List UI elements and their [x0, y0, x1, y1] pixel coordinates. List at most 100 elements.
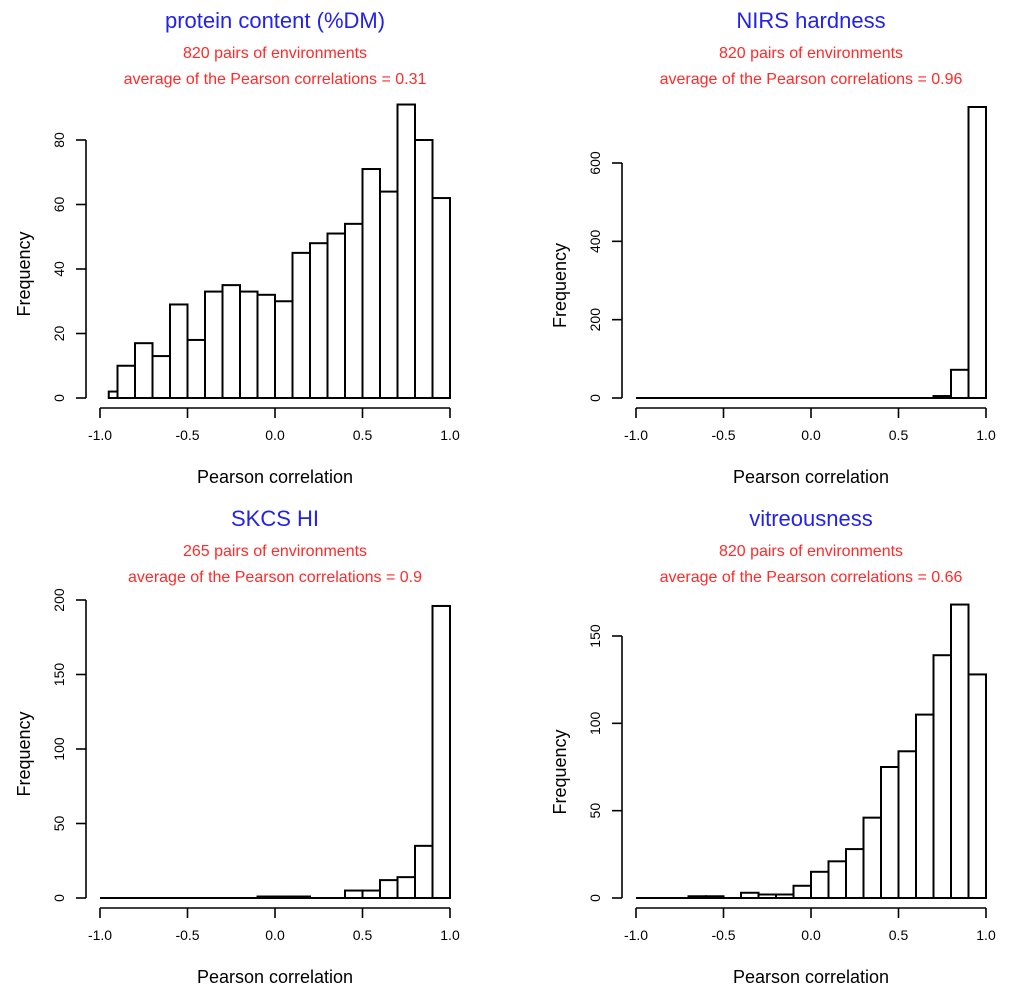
y-tick-label: 200 [51, 588, 67, 612]
x-tick-label: 0.5 [353, 927, 373, 943]
y-tick-label: 0 [51, 894, 67, 902]
histogram-panel: protein content (%DM) 820 pairs of enviro… [14, 8, 460, 487]
chart-subtitle: 820 pairs of environments [183, 45, 367, 62]
x-axis-label: Pearson correlation [733, 467, 889, 487]
y-tick-label: 100 [51, 737, 67, 761]
histogram-panel: SKCS HI 265 pairs of environments average … [14, 506, 460, 987]
histogram-bar [256, 293, 276, 399]
x-axis-label: Pearson correlation [733, 967, 889, 987]
histogram-bar [361, 168, 381, 399]
histogram-bar [414, 844, 434, 899]
histogram-bar [862, 816, 882, 899]
histogram-bar [950, 603, 970, 899]
histogram-bar [134, 342, 154, 399]
histogram-bar [932, 654, 952, 899]
x-tick-label: 0.5 [889, 927, 909, 943]
histogram-bar [361, 889, 381, 899]
y-tick-label: 150 [587, 624, 603, 648]
histogram-panel: vitreousness 820 pairs of environments ave… [550, 506, 996, 987]
chart-subtitle: 820 pairs of environments [719, 543, 903, 560]
histogram-bar [169, 303, 189, 400]
histogram-bar [186, 338, 206, 400]
chart-subtitle: 265 pairs of environments [183, 543, 367, 560]
histogram-bar [309, 242, 329, 399]
histogram-bar [967, 673, 987, 900]
x-tick-label: 0.0 [801, 427, 821, 443]
y-tick-label: 400 [587, 229, 603, 253]
histogram-bar [291, 251, 311, 399]
y-tick-label: 200 [587, 308, 603, 332]
x-tick-label: -1.0 [624, 427, 648, 443]
x-tick-label: -0.5 [711, 927, 735, 943]
chart-subtitle: average of the Pearson correlations = 0.… [660, 71, 963, 88]
histogram-bar [414, 139, 434, 399]
x-tick-label: 0.0 [265, 927, 285, 943]
x-tick-label: 1.0 [976, 427, 996, 443]
histogram-bar [932, 395, 952, 399]
y-tick-label: 150 [51, 663, 67, 687]
histogram-bar [757, 893, 777, 899]
y-tick-label: 100 [587, 711, 603, 735]
chart-subtitle: average of the Pearson correlations = 0.… [128, 569, 422, 586]
histogram-bar [221, 284, 241, 399]
x-axis-label: Pearson correlation [197, 967, 353, 987]
chart-title: protein content (%DM) [165, 8, 385, 33]
histogram-bar [204, 290, 224, 400]
x-tick-label: -1.0 [624, 927, 648, 943]
histogram-bar [915, 713, 935, 899]
histogram-bar [950, 368, 970, 399]
histogram-bar [880, 766, 900, 899]
histogram-bar [967, 105, 987, 399]
y-axis-label: Frequency [550, 243, 570, 328]
histogram-bar [740, 891, 760, 900]
y-tick-label: 50 [587, 803, 603, 819]
histogram-bar [107, 390, 119, 399]
y-tick-label: 60 [51, 197, 67, 213]
y-axis-label: Frequency [14, 231, 34, 316]
y-tick-label: 0 [587, 894, 603, 902]
histogram-bar [116, 364, 136, 399]
histogram-bar [239, 290, 259, 400]
x-tick-label: -0.5 [711, 427, 735, 443]
histogram-bar [274, 895, 294, 900]
y-axis-label: Frequency [14, 711, 34, 796]
chart-title: SKCS HI [231, 506, 319, 531]
histogram-bar [344, 889, 364, 899]
histogram-bar [845, 848, 865, 899]
histogram-bar [810, 870, 830, 899]
x-tick-label: -1.0 [88, 427, 112, 443]
histogram-bar [687, 895, 707, 900]
histogram-bar [344, 222, 364, 399]
histogram-bar [897, 750, 917, 900]
histogram-bar [775, 893, 795, 899]
histogram-bar [792, 884, 812, 899]
histogram-bar [326, 232, 346, 399]
histogram-bar [151, 355, 171, 400]
y-tick-label: 80 [51, 132, 67, 148]
histogram-bar [274, 300, 294, 399]
histogram-bar [379, 879, 399, 899]
chart-title: NIRS hardness [736, 8, 885, 33]
chart-title: vitreousness [749, 506, 873, 531]
histogram-bar [396, 103, 416, 400]
histogram-bar [379, 190, 399, 399]
histogram-panel: NIRS hardness 820 pairs of environments av… [550, 8, 996, 487]
chart-subtitle: 820 pairs of environments [719, 45, 903, 62]
histogram-bar [431, 197, 451, 399]
x-tick-label: 1.0 [976, 927, 996, 943]
histogram-bar [431, 604, 451, 900]
x-tick-label: 0.5 [353, 427, 373, 443]
x-tick-label: -1.0 [88, 927, 112, 943]
x-tick-label: 1.0 [440, 927, 460, 943]
x-tick-label: 1.0 [440, 427, 460, 443]
x-tick-label: -0.5 [175, 927, 199, 943]
histogram-bar [827, 860, 847, 900]
histogram-bar [291, 895, 311, 900]
y-tick-label: 50 [51, 816, 67, 832]
histogram-bar [705, 895, 725, 900]
histogram-bar [256, 895, 276, 900]
x-tick-label: 0.0 [801, 927, 821, 943]
y-tick-label: 0 [51, 394, 67, 402]
